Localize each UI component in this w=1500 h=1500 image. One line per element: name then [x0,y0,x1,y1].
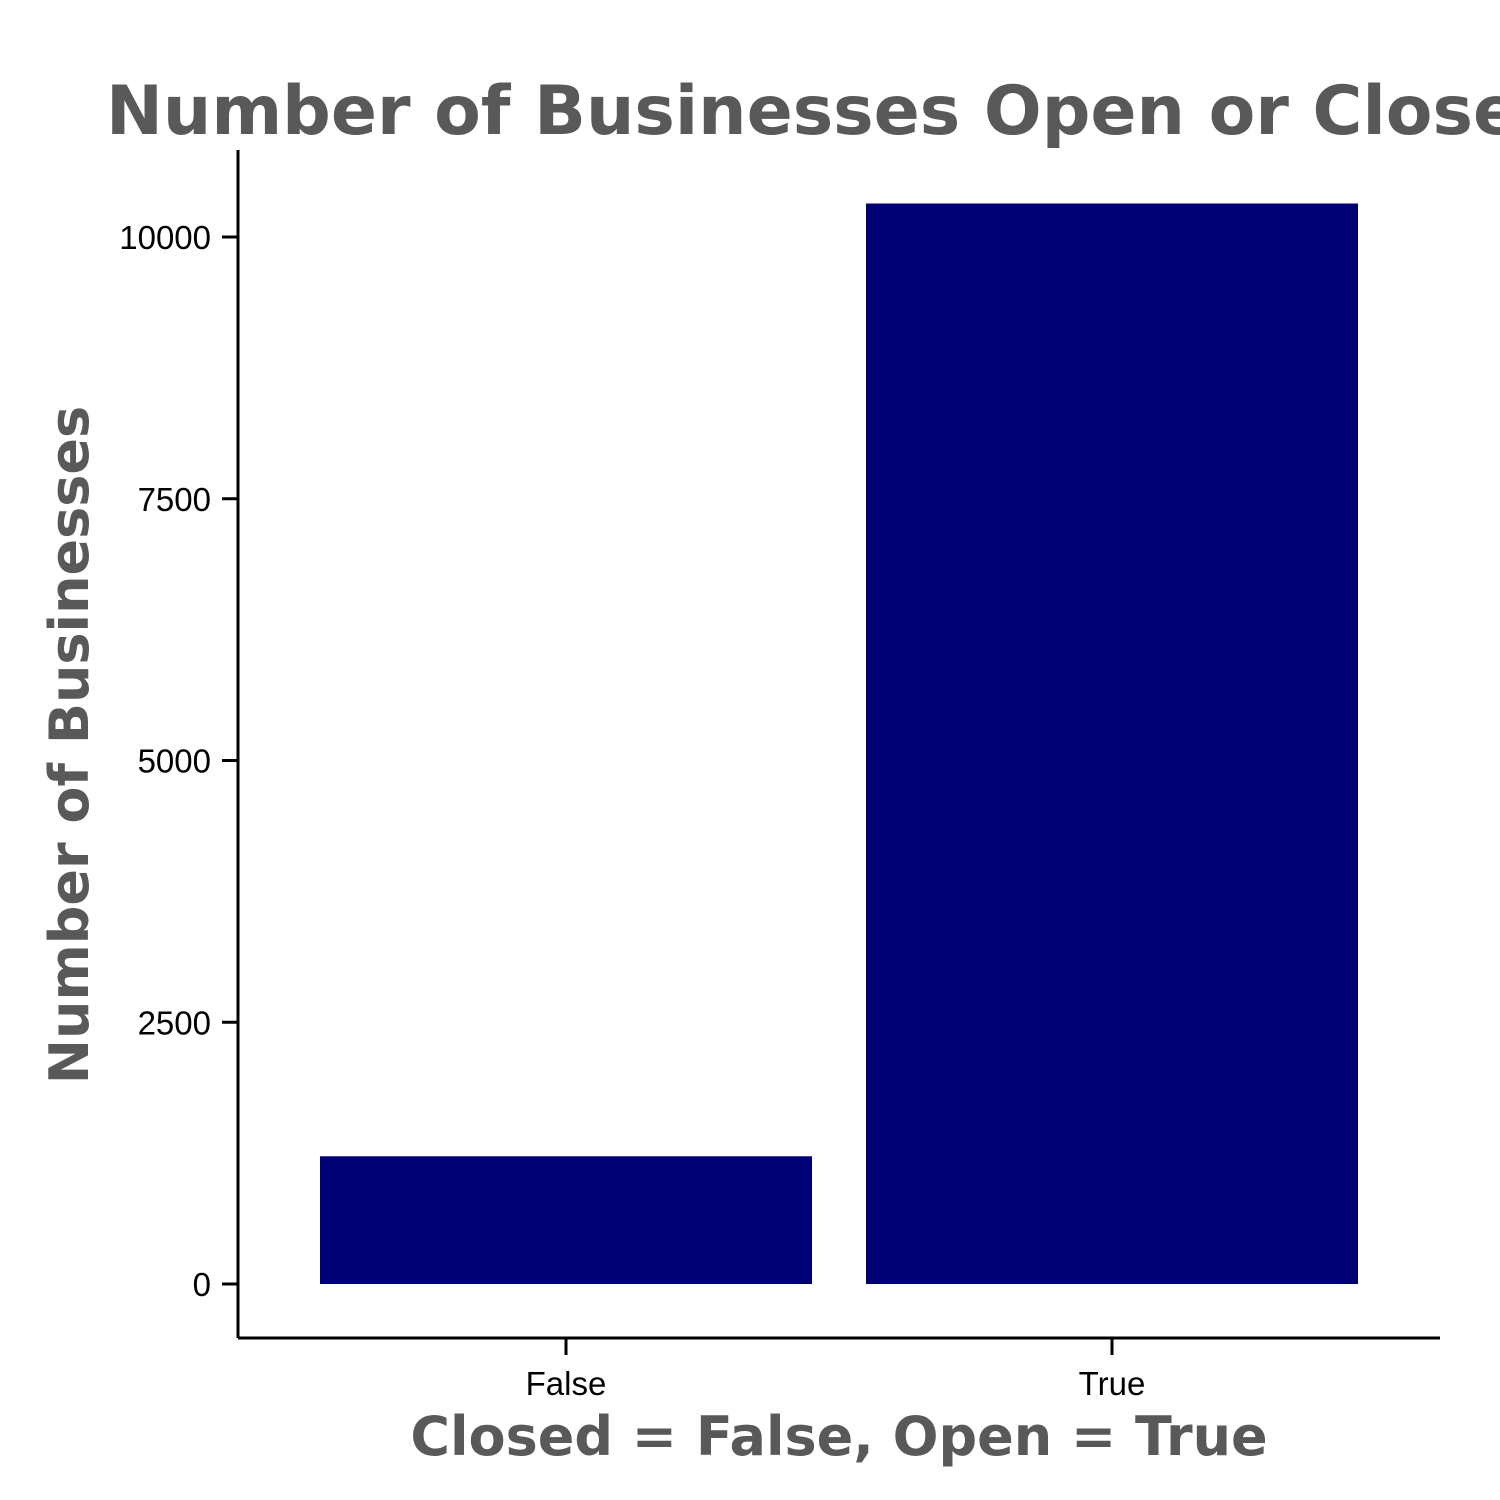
x-axis-title: Closed = False, Open = True [410,1405,1267,1468]
x-ticks-group: False True [526,1338,1146,1402]
y-axis-title: Number of Businesses [38,406,101,1084]
bars-group [320,203,1358,1285]
y-tick-label: 5000 [138,743,211,780]
y-tick-label: 2500 [138,1004,211,1041]
bar-false [320,1156,812,1284]
x-tick-label-true: True [1079,1365,1146,1402]
y-tick-label: 7500 [138,481,211,518]
chart-title: Number of Businesses Open or Closed [106,72,1500,151]
y-tick-label: 10000 [119,219,211,256]
y-tick-label: 0 [193,1266,211,1303]
y-ticks-group: 0 2500 5000 7500 10000 [119,219,238,1303]
x-tick-label-false: False [526,1365,607,1402]
bar-true [866,203,1358,1285]
